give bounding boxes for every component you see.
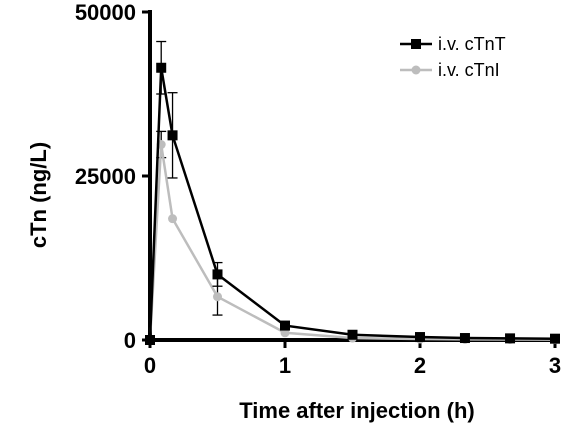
- data-point: [415, 332, 425, 343]
- legend-marker: [411, 65, 421, 75]
- data-point: [505, 333, 516, 344]
- series-layer: [145, 40, 560, 345]
- series-1: [145, 40, 560, 345]
- series-2: [145, 130, 560, 345]
- data-point: [145, 335, 155, 345]
- legend-label: i.v. cTnT: [438, 34, 506, 54]
- x-tick-label: 3: [549, 353, 561, 378]
- x-tick-label: 2: [414, 353, 426, 378]
- x-tick-label: 1: [279, 353, 291, 378]
- y-tick-label: 50000: [75, 0, 136, 25]
- y-tick-label: 0: [124, 328, 136, 353]
- data-point: [213, 292, 222, 302]
- series-line: [148, 67, 556, 341]
- x-axis-title: Time after injection (h): [239, 398, 475, 423]
- data-point: [167, 130, 178, 141]
- y-axis-title: cTn (ng/L): [26, 142, 51, 248]
- axes: 0 1 2 3 0 25000 50000: [75, 0, 561, 378]
- data-point: [168, 214, 178, 224]
- data-point: [459, 333, 470, 344]
- data-point: [550, 333, 560, 344]
- y-tick-label: 25000: [75, 164, 136, 189]
- data-point: [212, 269, 223, 280]
- x-tick-label: 0: [144, 353, 156, 378]
- series-line: [148, 144, 556, 341]
- legend: i.v. cTnT i.v. cTnI: [400, 34, 506, 80]
- data-point: [280, 320, 290, 331]
- data-point: [347, 329, 358, 340]
- legend-label: i.v. cTnI: [438, 60, 500, 80]
- data-point: [156, 62, 167, 73]
- legend-marker: [411, 39, 421, 49]
